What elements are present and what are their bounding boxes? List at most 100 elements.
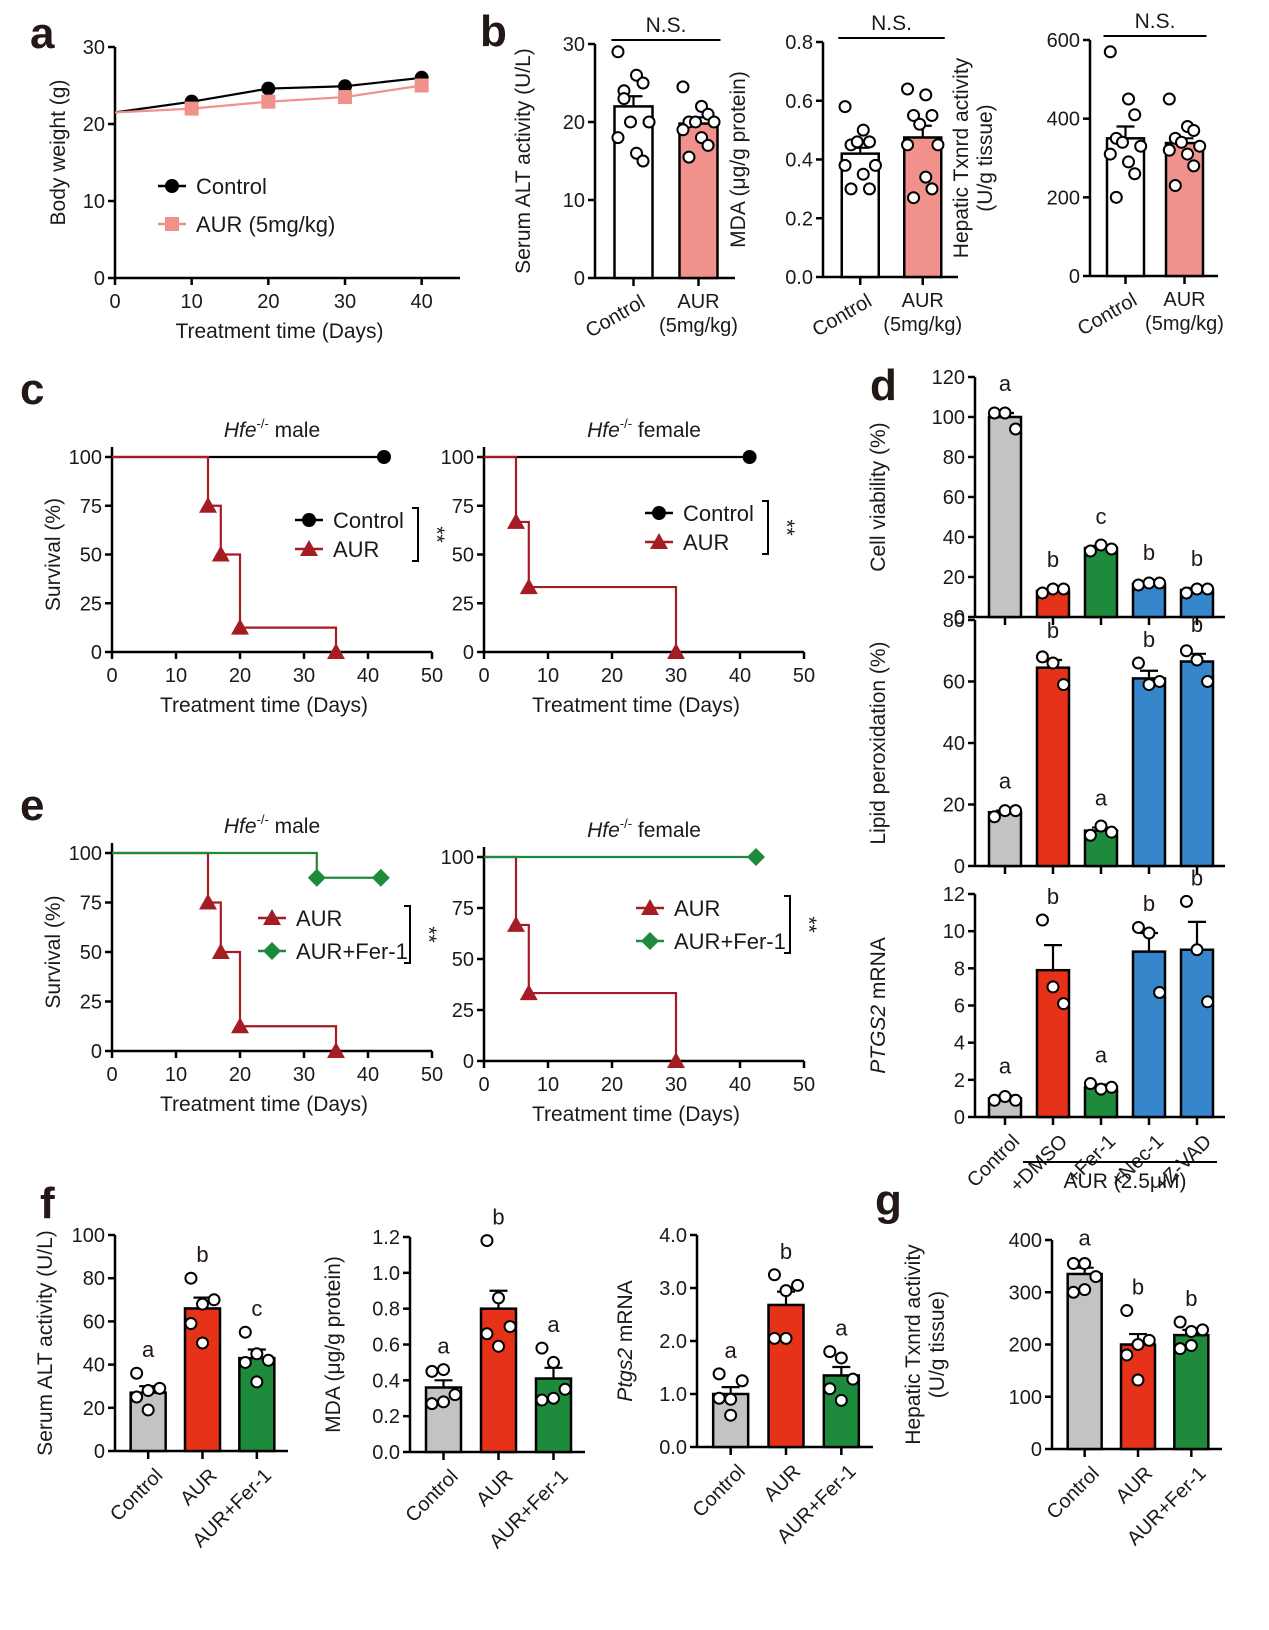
bar	[1179, 948, 1215, 1119]
data-point	[1057, 997, 1071, 1011]
data-point	[141, 1403, 155, 1417]
significance-letter: a	[725, 1338, 738, 1363]
data-point	[1009, 1093, 1023, 1107]
data-point	[747, 848, 765, 866]
bar-group: c	[238, 1296, 276, 1453]
significance-label: **	[775, 519, 798, 535]
data-point	[1179, 894, 1193, 908]
bar	[1066, 1272, 1103, 1451]
genotype-italic: Hfe	[587, 419, 620, 442]
data-point	[231, 1017, 249, 1034]
chart-a: 0 10 20 30 40 Treatment time (Days) 0 10 20 30 Bod…	[47, 37, 460, 343]
data-point	[1035, 650, 1049, 664]
chart-f1: 0 20 40 60 80 100 Serum ALT activity (U/L) a Con…	[34, 1225, 288, 1552]
legend-marker	[641, 932, 659, 950]
y-tick-label: 0.2	[372, 1406, 400, 1428]
y-axis-label: Cell viability (%)	[867, 422, 890, 571]
significance-letter: a	[1095, 786, 1108, 811]
y-tick-label: 0	[463, 1051, 474, 1073]
data-point	[617, 92, 631, 106]
bar	[1131, 950, 1167, 1119]
genotype-superscript: -/-	[620, 416, 632, 431]
bar-group: b	[1173, 1286, 1210, 1451]
data-point	[1142, 926, 1156, 940]
bar-group: a	[987, 371, 1023, 619]
x-tick-label: 50	[421, 1064, 443, 1086]
data-point	[1187, 123, 1201, 137]
data-point	[261, 81, 276, 96]
title-rest: male	[269, 815, 320, 838]
x-tick-label: 20	[601, 1074, 623, 1096]
significance-label: **	[417, 926, 440, 942]
y-tick-label: 0	[463, 642, 474, 664]
data-point	[846, 1372, 860, 1386]
y-tick-label: 20	[83, 114, 105, 136]
x-tick-label: 30	[293, 665, 315, 687]
data-point	[1142, 1333, 1156, 1347]
data-point	[507, 915, 525, 932]
data-point	[724, 1408, 738, 1422]
x-tick-label: 50	[421, 665, 443, 687]
data-point	[1083, 1077, 1097, 1091]
legend-label: Control	[683, 501, 754, 526]
data-point	[519, 984, 538, 1001]
data-point	[1179, 586, 1193, 600]
y-tick-label: 0.0	[785, 267, 813, 289]
significance-letter: a	[1095, 1042, 1108, 1067]
title-rest: female	[632, 419, 701, 442]
y-tick-label: 6	[954, 996, 965, 1018]
significance-letter: a	[142, 1337, 155, 1362]
y-tick-label: 0	[954, 1107, 965, 1129]
x-tick-label: 30	[293, 1064, 315, 1086]
data-point	[919, 170, 933, 184]
legend-label: AUR	[674, 896, 720, 921]
data-point	[868, 158, 882, 172]
data-point	[856, 123, 870, 137]
y-tick-label: 3.0	[659, 1278, 687, 1300]
genotype-superscript: -/-	[257, 812, 269, 827]
data-point	[987, 810, 1001, 824]
data-point	[141, 1384, 155, 1398]
data-point	[779, 1331, 793, 1345]
significance-letter: b	[1047, 884, 1059, 909]
y-tick-label: 0.0	[659, 1437, 687, 1459]
x-tick-label: AUR	[472, 1466, 517, 1511]
panel-label-c: c	[20, 365, 44, 414]
data-point	[414, 78, 429, 93]
y-axis-label: Survival (%)	[42, 895, 65, 1008]
bar-group: b	[1131, 540, 1167, 619]
y-axis-label: Serum ALT activity (U/L)	[34, 1230, 57, 1456]
y-tick-label: 10	[943, 921, 965, 943]
bar-group: b	[1131, 891, 1167, 1119]
data-point	[779, 1284, 793, 1298]
data-point	[712, 1391, 726, 1405]
y-tick-label: 60	[943, 487, 965, 509]
bar-group: b	[1035, 884, 1071, 1119]
data-point	[1201, 995, 1215, 1009]
data-point	[503, 1320, 517, 1334]
x-axis-label: Treatment time (Days)	[175, 320, 383, 343]
chart-b2: 0.0 0.2 0.4 0.6 0.8 MDA (μg/g protein) Control…	[727, 12, 962, 341]
y-tick-label: 75	[452, 898, 474, 920]
y-tick-label: 25	[80, 593, 102, 615]
data-point	[844, 182, 858, 196]
series-control	[484, 450, 757, 464]
data-point	[1122, 155, 1135, 169]
series-aur	[112, 851, 345, 1058]
title-rest: female	[632, 819, 701, 842]
data-point	[480, 1234, 494, 1248]
x-tick-label: 40	[357, 665, 379, 687]
y-tick-label: 200	[1047, 187, 1080, 209]
series-aur-fer-1	[112, 851, 390, 887]
y-tick-label: 0.6	[785, 91, 813, 113]
data-point	[611, 131, 625, 145]
y-tick-label: 10	[563, 190, 585, 212]
data-point	[250, 1375, 264, 1389]
y-axis-label: MDA (μg/g protein)	[727, 71, 750, 248]
significance-letter: c	[1096, 504, 1107, 529]
data-point	[1066, 1257, 1080, 1271]
bar-group: a	[987, 769, 1023, 868]
y-tick-label: 12	[943, 884, 965, 906]
